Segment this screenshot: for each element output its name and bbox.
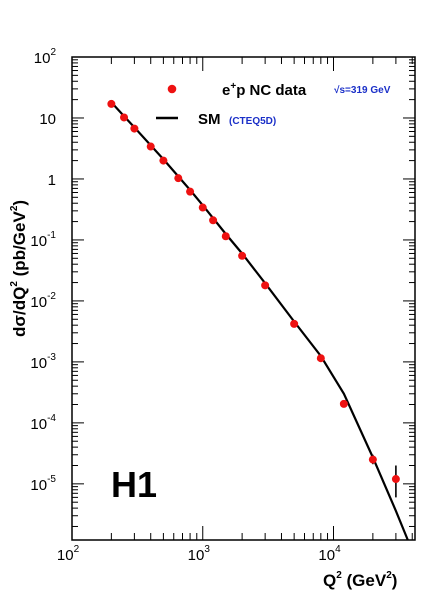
- data-point: [221, 232, 230, 241]
- data-point: [391, 475, 400, 484]
- data-point: [209, 216, 218, 225]
- legend-model-sub: (CTEQ5D): [229, 116, 276, 127]
- y-tick-exp: -4: [47, 413, 56, 424]
- x-tick-label: 103: [188, 544, 211, 564]
- y-tick-label: 10-5: [30, 474, 56, 494]
- y-tick-base: 10: [30, 416, 47, 433]
- x-tick-exp: 4: [335, 544, 341, 555]
- y-tick-base: 10: [30, 355, 47, 372]
- data-point: [107, 99, 116, 108]
- x-tick-exp: 2: [74, 544, 80, 555]
- data-point: [238, 251, 247, 260]
- major-ticks: [71, 56, 415, 540]
- data-point: [368, 455, 377, 464]
- data-point: [261, 281, 270, 290]
- sm-model-line: [110, 101, 409, 541]
- x-tick-label: 102: [57, 544, 80, 564]
- y-tick-exp: -2: [47, 291, 56, 302]
- y-tick-label: 10: [39, 111, 56, 128]
- data-point: [290, 319, 299, 328]
- data-point: [120, 113, 129, 122]
- y-tick-exp: -5: [47, 474, 56, 485]
- x-tick-exp: 3: [204, 544, 210, 555]
- data-point: [146, 142, 155, 151]
- y-axis-title: dσ/dQ2 (pb/GeV2): [9, 200, 29, 337]
- data-point: [339, 399, 348, 408]
- y-tick-base: 10: [30, 233, 47, 250]
- legend-data-label: e+p NC data: [222, 81, 307, 99]
- x-tick-base: 10: [318, 547, 335, 564]
- y-tick-base: 10: [30, 294, 47, 311]
- x-tick-label: 104: [318, 544, 341, 564]
- x-tick-labels: 102 103 104: [57, 544, 341, 564]
- y-tick-label: 10-1: [30, 230, 56, 250]
- x-axis-title: Q2 (GeV2): [323, 570, 397, 590]
- y-tick-base: 10: [39, 111, 56, 128]
- y-tick-base: 1: [48, 172, 56, 189]
- y-tick-exp: -3: [47, 352, 56, 363]
- y-tick-label: 10-4: [30, 413, 56, 433]
- y-tick-label: 1: [48, 172, 56, 189]
- legend-energy-label: √s=319 GeV: [334, 85, 391, 96]
- x-tick-base: 10: [57, 547, 74, 564]
- experiment-label: H1: [111, 464, 157, 505]
- data-points: [107, 99, 400, 498]
- data-point: [130, 124, 139, 133]
- y-tick-base: 10: [34, 50, 51, 67]
- y-tick-exp: 2: [50, 47, 56, 58]
- x-tick-base: 10: [188, 547, 205, 564]
- data-point: [316, 354, 325, 363]
- y-tick-label: 10-3: [30, 352, 56, 372]
- y-tick-label: 10-2: [30, 291, 56, 311]
- y-tick-base: 10: [30, 477, 47, 494]
- plot-frame: [71, 56, 416, 541]
- y-tick-label: 102: [34, 47, 57, 67]
- data-point: [186, 187, 195, 196]
- legend-model-label: SM: [198, 111, 221, 128]
- legend: e+p NC data √s=319 GeV SM (CTEQ5D): [156, 81, 391, 128]
- minor-ticks: [72, 57, 415, 540]
- data-point: [198, 203, 207, 212]
- legend-data-marker: [167, 84, 177, 94]
- y-tick-exp: -1: [47, 230, 56, 241]
- data-point: [174, 174, 183, 183]
- data-point: [159, 156, 168, 165]
